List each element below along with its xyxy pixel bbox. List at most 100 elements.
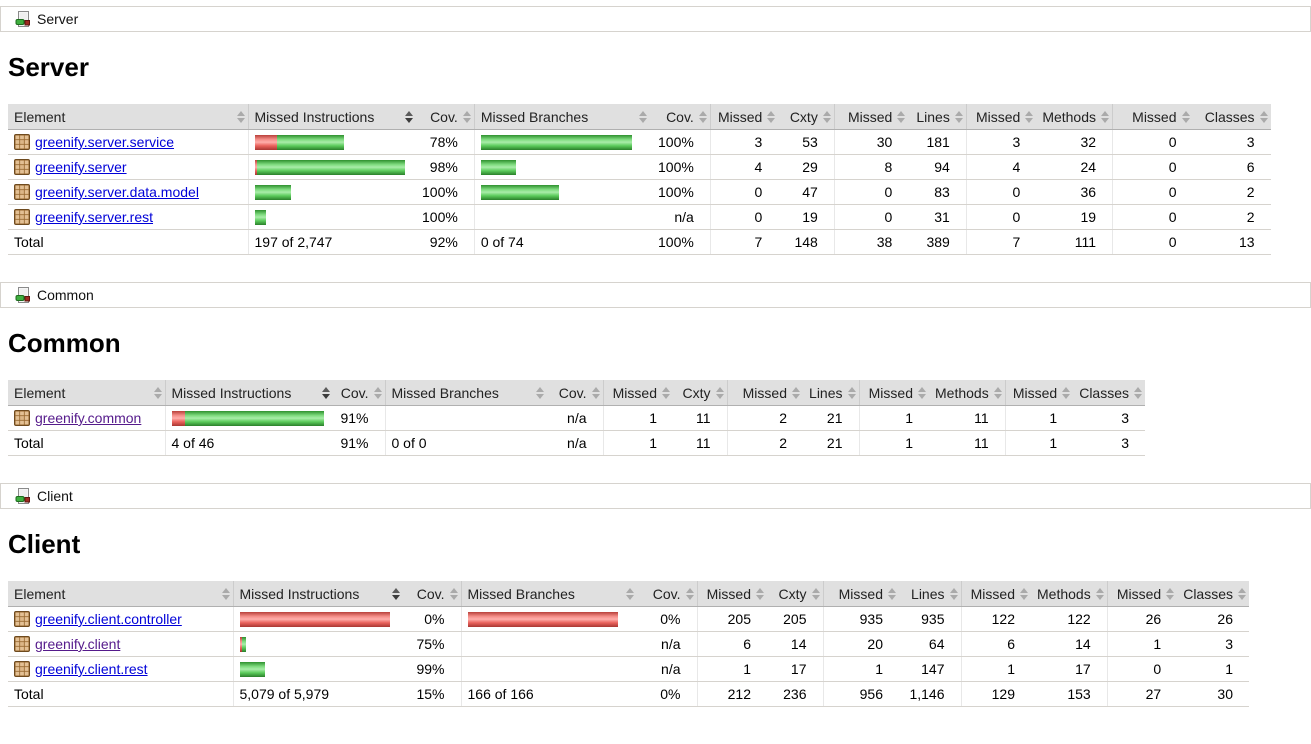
- total-branches-coverage-cell: 100%: [650, 229, 711, 255]
- branches-coverage-cell: 0%: [637, 606, 697, 632]
- instructions-coverage-cell: 75%: [403, 631, 461, 657]
- column-header-branches-coverage[interactable]: Cov.: [650, 104, 711, 130]
- column-header-label: Cov.: [652, 586, 681, 602]
- column-header-missed-branches[interactable]: Missed Branches: [384, 380, 547, 406]
- column-header-classes[interactable]: Classes: [1192, 104, 1271, 130]
- sort-icon: [1062, 386, 1071, 399]
- column-header-missed-instructions[interactable]: Missed Instructions: [247, 104, 416, 130]
- column-header-missed-instructions[interactable]: Missed Instructions: [232, 581, 403, 607]
- package-link[interactable]: greenify.server.data.model: [35, 184, 199, 200]
- column-header-missed-lines[interactable]: Missed: [833, 104, 909, 130]
- coverage-bar: [467, 611, 632, 627]
- total-methods-cell: 153: [1031, 681, 1108, 707]
- sort-icon: [847, 386, 856, 399]
- missed-branches-bar-cell: [460, 656, 637, 682]
- package-link[interactable]: greenify.client.controller: [35, 611, 182, 627]
- column-header-lines[interactable]: Lines: [803, 380, 859, 406]
- package-icon: [14, 611, 30, 627]
- column-header-missed-cxty[interactable]: Missed: [602, 380, 673, 406]
- column-header-missed-lines[interactable]: Missed: [822, 581, 899, 607]
- column-header-cxty[interactable]: Cxty: [767, 581, 823, 607]
- column-header-methods[interactable]: Methods: [1031, 581, 1108, 607]
- methods-cell: 11: [929, 405, 1006, 431]
- element-cell: greenify.server.rest: [8, 204, 248, 230]
- column-header-missed-branches[interactable]: Missed Branches: [460, 581, 637, 607]
- column-header-label: Lines: [916, 109, 950, 125]
- branches-coverage-cell: 100%: [650, 129, 711, 155]
- column-header-missed-methods[interactable]: Missed: [960, 581, 1031, 607]
- column-header-missed-lines[interactable]: Missed: [726, 380, 803, 406]
- column-header-label: Missed Instructions: [171, 385, 292, 401]
- column-header-missed-methods[interactable]: Missed: [858, 380, 929, 406]
- column-header-instructions-coverage[interactable]: Cov.: [403, 581, 461, 607]
- column-header-label: Missed Instructions: [254, 109, 375, 125]
- sort-icon: [221, 587, 230, 600]
- sort-icon: [756, 587, 764, 600]
- missed-cxty-cell: 3: [709, 129, 779, 155]
- column-header-missed-branches[interactable]: Missed Branches: [473, 104, 651, 130]
- column-header-missed-cxty[interactable]: Missed: [696, 581, 767, 607]
- package-link[interactable]: greenify.server.rest: [35, 209, 154, 225]
- total-missed-classes-cell: 1: [1004, 430, 1074, 456]
- package-link[interactable]: greenify.common: [35, 410, 142, 426]
- table-row: greenify.common 91% n/a 1 11 2 21 1 11 1 3: [8, 405, 1145, 431]
- sort-icon: [626, 587, 634, 600]
- table-header-row: Element Missed Instructions Cov. Missed Bra…: [8, 104, 1271, 130]
- instructions-coverage-cell: 99%: [403, 656, 461, 682]
- column-header-lines[interactable]: Lines: [908, 104, 967, 130]
- package-link[interactable]: greenify.client.rest: [35, 661, 148, 677]
- column-header-classes[interactable]: Classes: [1073, 380, 1145, 406]
- column-header-label: Methods: [935, 385, 989, 401]
- missed-classes-cell: 0: [1106, 656, 1178, 682]
- sort-icon: [1095, 587, 1104, 600]
- missed-lines-cell: 2: [726, 405, 803, 431]
- lines-cell: 83: [908, 179, 967, 205]
- cxty-cell: 29: [778, 154, 835, 180]
- column-header-label: Cov.: [416, 586, 445, 602]
- table-header-row: Element Missed Instructions Cov. Missed Bra…: [8, 581, 1249, 607]
- column-header-instructions-coverage[interactable]: Cov.: [333, 380, 385, 406]
- column-header-missed-cxty[interactable]: Missed: [709, 104, 779, 130]
- classes-cell: 3: [1177, 631, 1249, 657]
- covered-bar-segment: [254, 184, 291, 200]
- classes-cell: 3: [1073, 405, 1145, 431]
- covered-bar-segment: [241, 636, 246, 652]
- column-header-cxty[interactable]: Cxty: [673, 380, 727, 406]
- column-header-element[interactable]: Element: [8, 581, 233, 607]
- column-header-label: Element: [14, 385, 66, 401]
- package-link[interactable]: greenify.server.service: [35, 134, 175, 150]
- column-header-branches-coverage[interactable]: Cov.: [547, 380, 603, 406]
- total-cxty-cell: 148: [778, 229, 835, 255]
- column-header-element[interactable]: Element: [8, 104, 248, 130]
- column-header-classes[interactable]: Classes: [1177, 581, 1249, 607]
- column-header-missed-instructions[interactable]: Missed Instructions: [164, 380, 333, 406]
- coverage-bar: [239, 611, 398, 627]
- column-header-missed-classes[interactable]: Missed: [1004, 380, 1074, 406]
- package-link[interactable]: greenify.server: [35, 159, 127, 175]
- total-instructions-coverage-cell: 91%: [333, 430, 385, 456]
- total-missed-instructions-cell: 4 of 46: [164, 430, 333, 456]
- column-header-cxty[interactable]: Cxty: [778, 104, 835, 130]
- column-header-missed-classes[interactable]: Missed: [1106, 581, 1178, 607]
- column-header-missed-methods[interactable]: Missed: [965, 104, 1037, 130]
- total-branches-coverage-cell: 0%: [637, 681, 697, 707]
- column-header-label: Element: [14, 109, 66, 125]
- covered-bar-segment: [480, 184, 559, 200]
- sort-icon: [536, 386, 544, 399]
- column-header-branches-coverage[interactable]: Cov.: [637, 581, 697, 607]
- package-link[interactable]: greenify.client: [35, 636, 121, 652]
- total-element-cell: Total: [8, 430, 165, 456]
- sort-icon: [767, 110, 776, 123]
- column-header-label: Classes: [1183, 586, 1233, 602]
- column-header-label: Cov.: [558, 385, 587, 401]
- column-header-instructions-coverage[interactable]: Cov.: [416, 104, 475, 130]
- column-header-lines[interactable]: Lines: [899, 581, 961, 607]
- column-header-methods[interactable]: Methods: [1036, 104, 1113, 130]
- branches-coverage-cell: n/a: [650, 204, 711, 230]
- column-header-label: Methods: [1042, 109, 1097, 125]
- column-header-missed-classes[interactable]: Missed: [1112, 104, 1193, 130]
- classes-cell: 2: [1192, 179, 1271, 205]
- missed-classes-cell: 1: [1004, 405, 1074, 431]
- column-header-element[interactable]: Element: [8, 380, 165, 406]
- column-header-methods[interactable]: Methods: [929, 380, 1006, 406]
